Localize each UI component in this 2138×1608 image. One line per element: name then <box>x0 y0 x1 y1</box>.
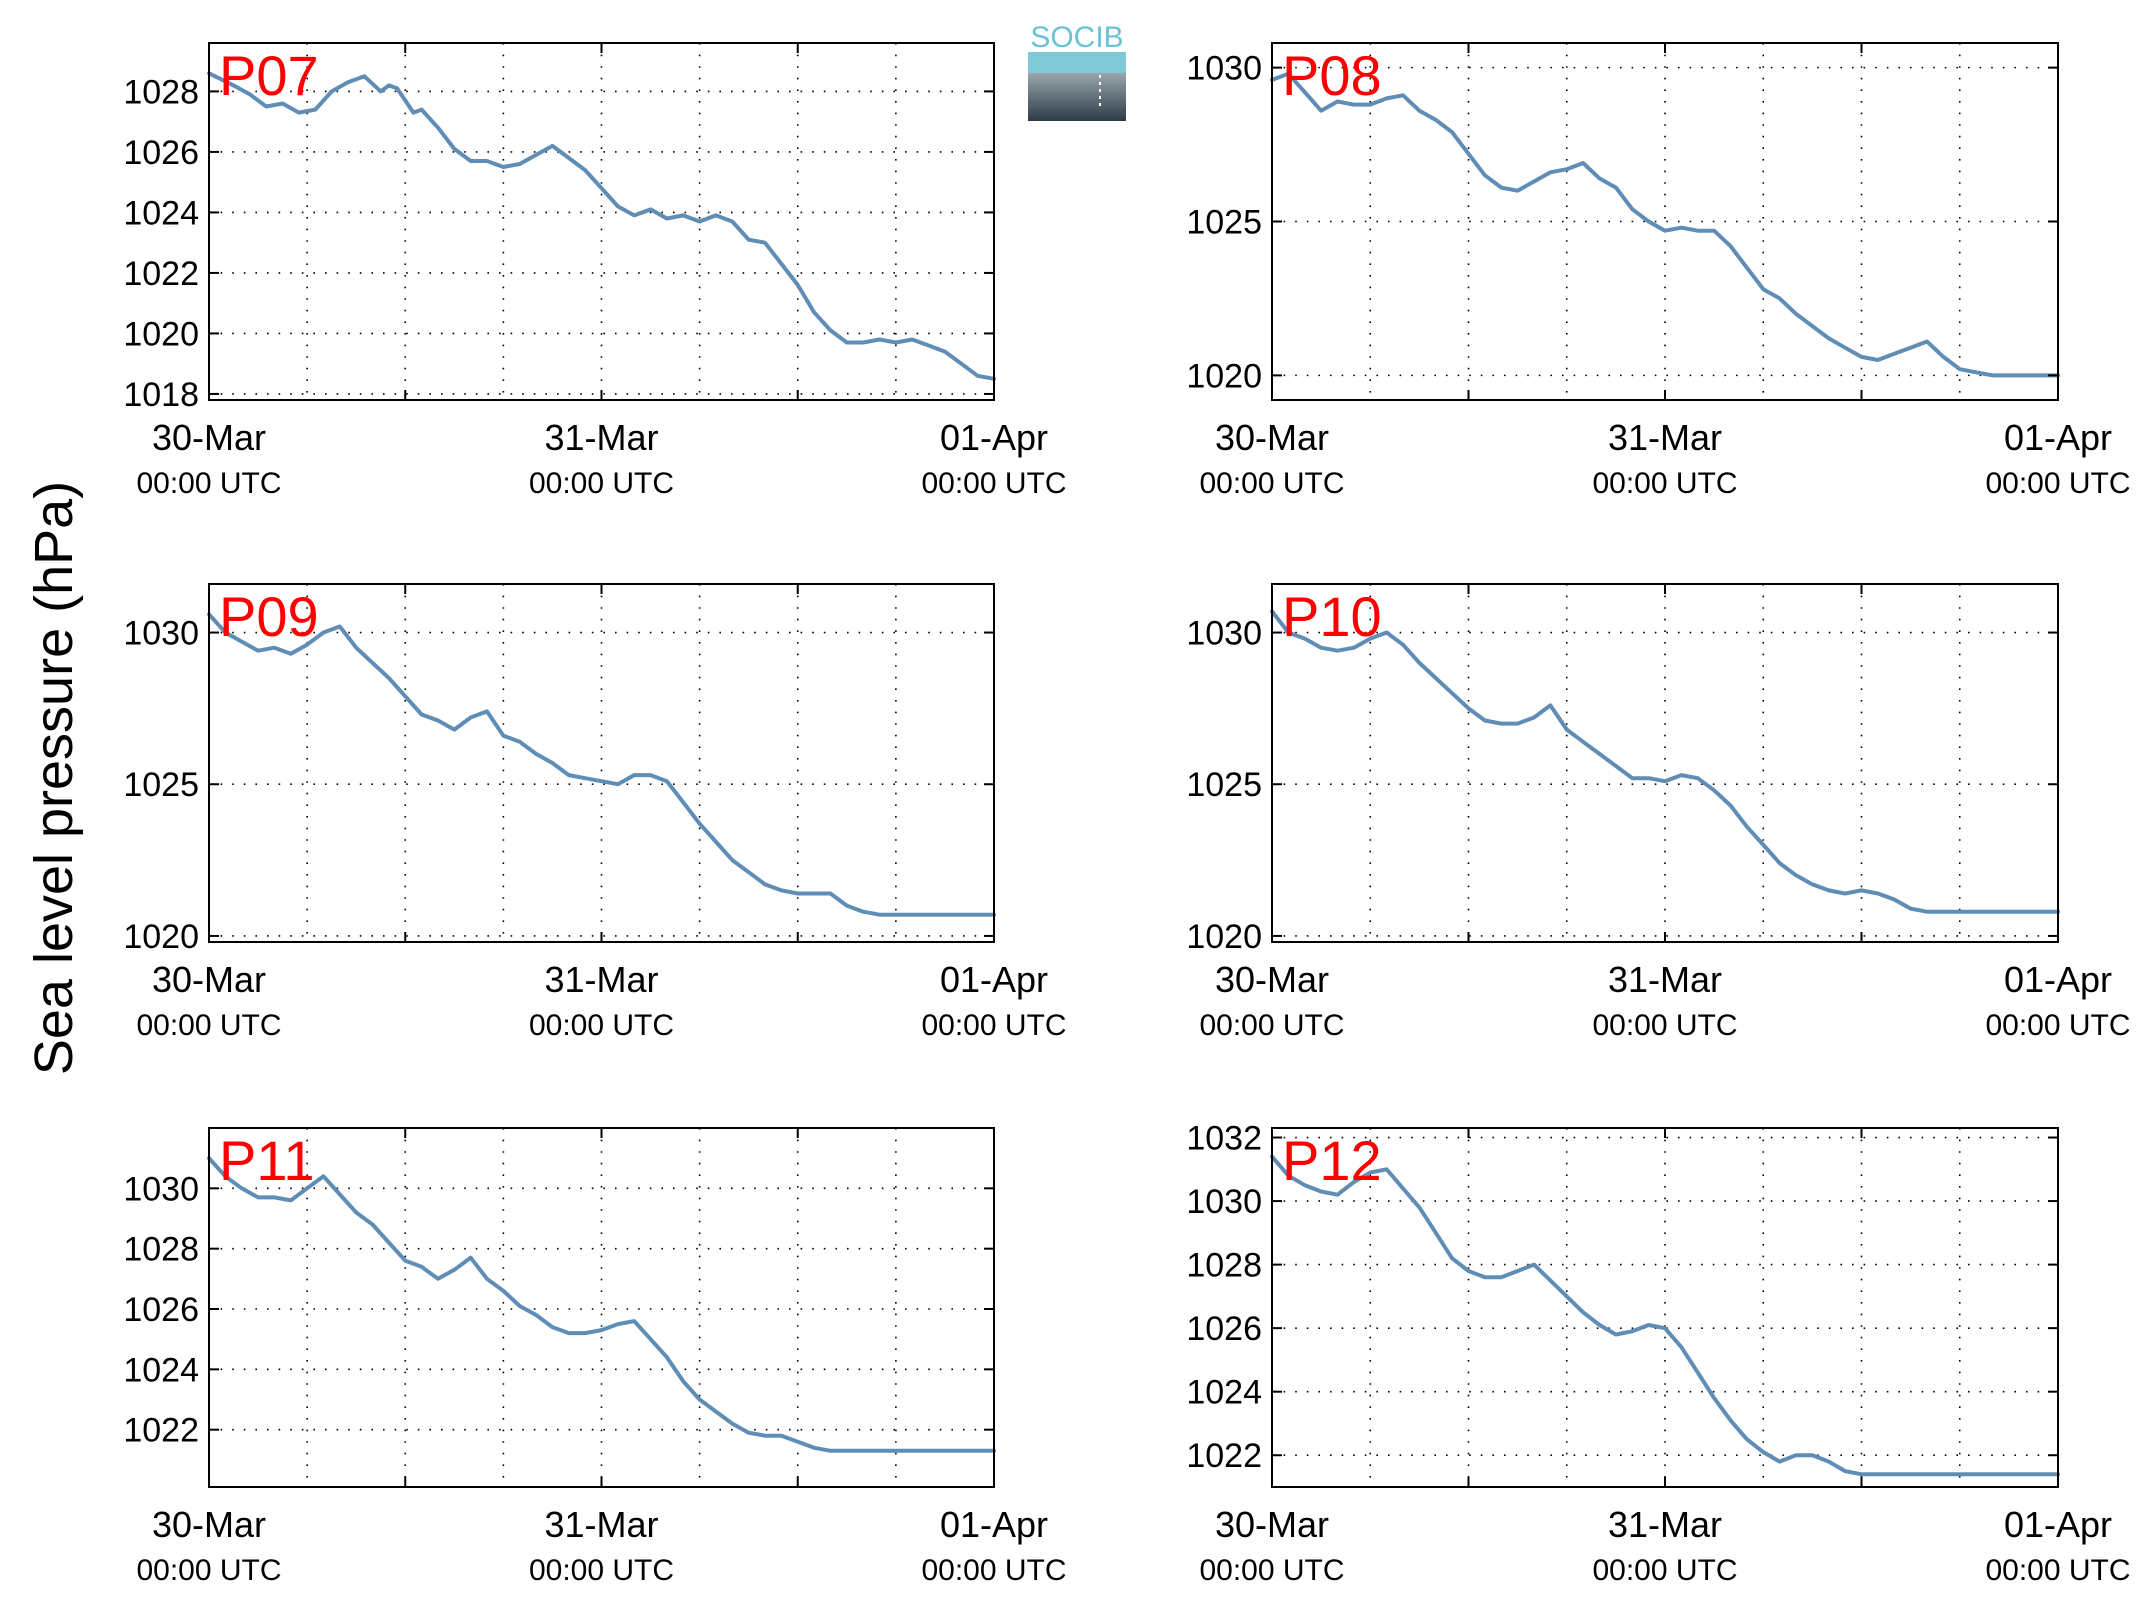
x-tick-label-time: 00:00 UTC <box>1199 467 1344 500</box>
x-tick-label-time: 00:00 UTC <box>1985 467 2130 500</box>
y-tick-label: 1030 <box>1186 50 1262 88</box>
y-tick-label: 1018 <box>123 376 199 414</box>
x-tick-label-time: 00:00 UTC <box>921 1009 1066 1042</box>
x-tick-label-date: 30-Mar <box>152 1504 266 1545</box>
y-tick-label: 1026 <box>123 1291 199 1329</box>
plot-frame <box>1271 583 2059 943</box>
chart-panel-p11: 1022 1024 1026 1028 1030 30-Mar 00:00 UTC 31-Ma… <box>123 1127 1067 1587</box>
x-tick-label-date: 31-Mar <box>544 1504 658 1545</box>
plot-frame <box>1271 1127 2059 1488</box>
chart-panel-p12: 1022 1024 1026 1028 1030 1032 30-Mar 00:00 UTC 3… <box>1186 1120 2130 1587</box>
panel-label: P07 <box>219 44 319 107</box>
y-tick-label: 1030 <box>123 615 199 653</box>
x-tick-label-date: 30-Mar <box>1215 1504 1329 1545</box>
x-tick-label-time: 00:00 UTC <box>921 467 1066 500</box>
socib-logo: SOCIB <box>1028 21 1126 121</box>
y-tick-label: 1028 <box>1186 1247 1262 1285</box>
y-tick-label: 1022 <box>123 255 199 293</box>
y-tick-label: 1028 <box>123 73 199 111</box>
x-tick-label-date: 01-Apr <box>940 1504 1048 1545</box>
x-tick-label-date: 01-Apr <box>940 959 1048 1000</box>
y-tick-label: 1026 <box>123 134 199 172</box>
x-tick-label-date: 01-Apr <box>2004 417 2112 458</box>
x-tick-label-date: 31-Mar <box>544 417 658 458</box>
y-tick-label: 1022 <box>1186 1437 1262 1475</box>
x-tick-label-time: 00:00 UTC <box>1592 1554 1737 1587</box>
series-line <box>1270 609 2060 914</box>
panel-label: P12 <box>1282 1129 1382 1192</box>
logo-text: SOCIB <box>1030 21 1123 54</box>
x-tick-label-date: 01-Apr <box>940 417 1048 458</box>
chart-panel-p10: 1020 1025 1030 30-Mar 00:00 UTC 31-Mar 00:00 U… <box>1186 583 2131 1042</box>
series-line <box>1270 1154 2060 1477</box>
x-tick-label-date: 31-Mar <box>1608 1504 1722 1545</box>
x-tick-label-date: 31-Mar <box>1608 959 1722 1000</box>
y-tick-label: 1025 <box>1186 766 1262 804</box>
y-tick-label: 1025 <box>1186 204 1262 242</box>
x-tick-label-time: 00:00 UTC <box>1985 1554 2130 1587</box>
y-tick-label: 1020 <box>123 918 199 956</box>
y-axis-label: Sea level pressure (hPa) <box>24 481 84 1075</box>
y-tick-label: 1020 <box>1186 357 1262 395</box>
y-tick-label: 1030 <box>1186 615 1262 653</box>
y-tick-label: 1024 <box>123 1351 199 1389</box>
y-tick-label: 1025 <box>123 766 199 804</box>
y-tick-label: 1030 <box>1186 1183 1262 1221</box>
panel-label: P08 <box>1282 44 1382 107</box>
x-tick-label-date: 31-Mar <box>1608 417 1722 458</box>
x-tick-label-date: 30-Mar <box>1215 417 1329 458</box>
x-tick-label-time: 00:00 UTC <box>136 1554 281 1587</box>
y-tick-label: 1024 <box>1186 1374 1262 1412</box>
chart-panel-p09: 1020 1025 1030 30-Mar 00:00 UTC 31-Mar 00:00 U… <box>123 583 1067 1042</box>
y-tick-label: 1024 <box>123 194 199 232</box>
panel-label: P09 <box>219 585 319 648</box>
x-tick-label-time: 00:00 UTC <box>529 1554 674 1587</box>
series-line <box>207 612 996 917</box>
series-line <box>207 71 996 381</box>
panel-label: P11 <box>219 1129 314 1192</box>
x-tick-label-date: 31-Mar <box>544 959 658 1000</box>
x-tick-label-time: 00:00 UTC <box>136 1009 281 1042</box>
x-tick-label-time: 00:00 UTC <box>529 467 674 500</box>
x-tick-label-date: 30-Mar <box>152 959 266 1000</box>
x-tick-label-time: 00:00 UTC <box>1592 1009 1737 1042</box>
x-tick-label-date: 01-Apr <box>2004 1504 2112 1545</box>
x-tick-label-time: 00:00 UTC <box>136 467 281 500</box>
x-tick-label-time: 00:00 UTC <box>1592 467 1737 500</box>
x-tick-label-time: 00:00 UTC <box>921 1554 1066 1587</box>
y-tick-label: 1026 <box>1186 1310 1262 1348</box>
chart-panel-p08: 1020 1025 1030 30-Mar 00:00 UTC 31-Mar 00:00 U… <box>1186 42 2131 500</box>
x-tick-label-date: 30-Mar <box>152 417 266 458</box>
y-tick-label: 1030 <box>123 1170 199 1208</box>
y-tick-label: 1032 <box>1186 1120 1262 1158</box>
x-tick-label-date: 01-Apr <box>2004 959 2112 1000</box>
panel-label: P10 <box>1282 585 1382 648</box>
x-tick-label-time: 00:00 UTC <box>529 1009 674 1042</box>
x-tick-label-time: 00:00 UTC <box>1199 1554 1344 1587</box>
y-tick-label: 1022 <box>123 1412 199 1450</box>
series-line <box>207 1156 996 1453</box>
plot-frame <box>208 583 995 943</box>
x-tick-label-date: 30-Mar <box>1215 959 1329 1000</box>
x-tick-label-time: 00:00 UTC <box>1985 1009 2130 1042</box>
y-tick-label: 1020 <box>123 315 199 353</box>
x-tick-label-time: 00:00 UTC <box>1199 1009 1344 1042</box>
series-line <box>1270 71 2060 378</box>
y-tick-label: 1028 <box>123 1231 199 1269</box>
chart-panel-p07: 1018 1020 1022 1024 1026 1028 30-Mar 00:00 UTC 3… <box>123 42 1067 500</box>
y-tick-label: 1020 <box>1186 918 1262 956</box>
